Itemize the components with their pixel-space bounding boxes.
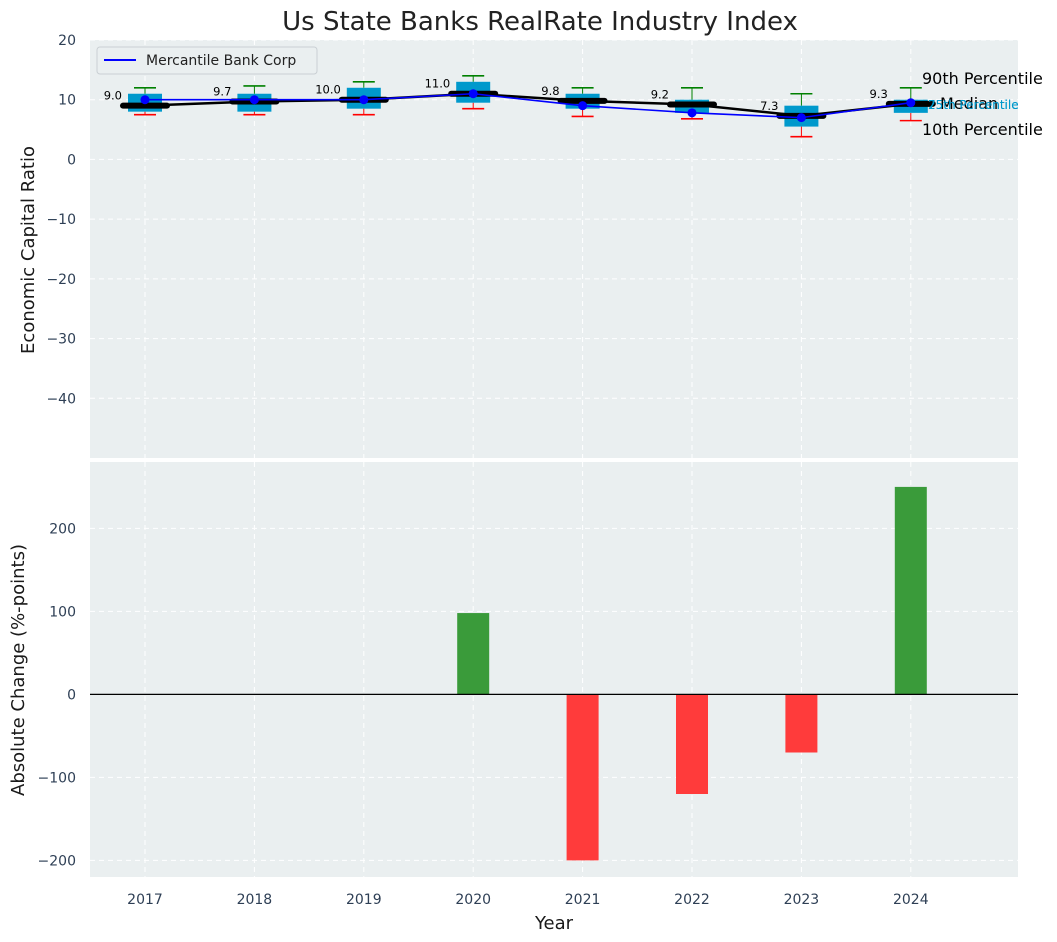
change-bar [457,613,490,695]
x-tick-label: 2023 [784,892,820,908]
top-y-tick-label: −30 [46,332,76,348]
x-tick-label: 2024 [893,892,929,908]
median-value-label: 7.3 [760,99,778,113]
bottom-y-ticks: −200 −100 0 100 200 [38,521,76,869]
median-value-label: 9.8 [541,84,559,98]
top-y-tick-label: 0 [67,152,76,168]
company-point [687,108,697,118]
x-tick-label: 2017 [127,892,163,908]
bottom-y-tick-label: −200 [38,853,76,869]
annotation-p90: 90th Percentile [922,69,1043,88]
bottom-y-tick-label: 200 [49,521,76,537]
company-point [906,98,916,108]
median-value-label: 11.0 [425,77,451,91]
company-point [140,95,150,105]
change-bar [676,694,708,794]
top-y-tick-label: −20 [46,272,76,288]
top-grid [90,39,1018,458]
company-point [578,101,588,111]
company-line-group [140,89,916,123]
annotation-median: Median [940,94,998,113]
company-point [249,95,259,105]
legend-box [96,46,318,75]
x-tick-label: 2021 [565,892,601,908]
annotation-p10: 10th Percentile [922,120,1043,139]
median-value-labels: 9.0 9.7 10.0 11.0 9.8 9.2 7.3 9.3 [104,77,888,113]
bottom-y-axis-label: Absolute Change (%-points) [8,544,29,796]
chart-title: Us State Banks RealRate Industry Index [282,7,798,37]
company-point [359,95,369,105]
top-y-tick-label: −10 [46,212,76,228]
median-value-label: 9.7 [213,85,231,99]
company-point [468,89,478,99]
bottom-plot-area [90,462,1018,877]
x-ticks: 2017 2018 2019 2020 2021 2022 2023 2024 [127,892,929,908]
annotation-p25: 25th Percentile [928,98,1019,112]
x-tick-label: 2018 [237,892,273,908]
change-bar [894,486,927,695]
median-value-label: 9.2 [651,87,669,101]
x-tick-label: 2019 [346,892,382,908]
top-y-axis-label: Economic Capital Ratio [18,146,39,354]
median-value-label: 9.3 [870,87,888,101]
top-y-ticks: −40 −30 −20 −10 0 10 20 [46,33,76,407]
median-value-label: 10.0 [315,83,341,97]
change-bars [457,486,927,861]
x-tick-label: 2020 [455,892,491,908]
median-value-label: 9.0 [104,89,122,103]
top-y-tick-label: 10 [58,93,76,109]
x-axis-label: Year [534,913,574,934]
top-y-tick-label: 20 [58,33,76,49]
company-line [145,92,911,119]
change-bar [566,694,599,861]
top-y-tick-label: −40 [46,391,76,407]
x-tick-label: 2022 [674,892,710,908]
bottom-y-tick-label: 0 [67,687,76,703]
bottom-y-tick-label: −100 [38,770,76,786]
company-point [796,113,806,123]
annotation-p75: 75th Percentile [928,98,1019,112]
bottom-y-tick-label: 100 [49,604,76,620]
change-bar [785,694,818,753]
legend: Mercantile Bank Corp [96,46,318,75]
legend-company-label: Mercantile Bank Corp [146,53,296,69]
